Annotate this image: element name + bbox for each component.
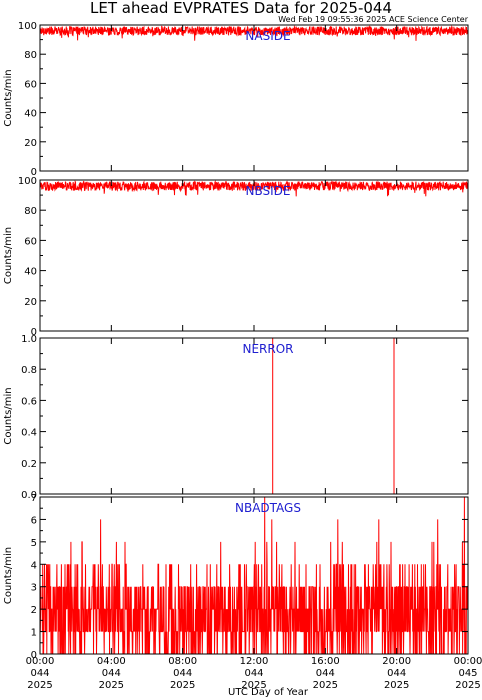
y-tick-label: 4 [31,560,37,571]
x-tick-label: 044 [173,668,192,679]
x-tick-label: 2025 [241,680,266,691]
x-tick-label: 04:00 [97,656,126,667]
y-axis-label: Counts/min [3,227,14,284]
x-tick-label: 044 [316,668,335,679]
x-tick-label: 00:00 [26,656,55,667]
y-tick-label: 0.6 [21,396,37,407]
x-tick-label: 044 [387,668,406,679]
panel-frame [39,179,469,332]
y-tick-label: 60 [24,79,37,90]
x-tick-label: 044 [30,668,49,679]
y-tick-label: 1.0 [21,334,37,345]
y-axis-label: Counts/min [3,69,14,126]
y-tick-label: 0 [31,167,37,178]
panel-label: NERROR [242,342,293,356]
x-tick-label: 2025 [313,680,338,691]
y-tick-label: 20 [24,138,37,149]
x-axis-label: UTC Day of Year [228,687,309,698]
x-tick-label: 00:00 [454,656,482,667]
panel-frame [39,337,469,495]
y-tick-label: 80 [24,50,37,61]
panel-nbadtags: 0 1 2 3 4 5 6 7 Counts/min NBADTAGS [3,493,469,661]
y-tick-label: 5 [31,538,37,549]
x-tick-label: 2025 [27,680,52,691]
panel-label: NBSIDE [246,184,291,198]
y-tick-label: 7 [31,493,37,504]
x-tick-label: 08:00 [168,656,197,667]
x-tick-label: 045 [458,668,477,679]
x-axis: 00:00044202504:00044202508:00044202512:0… [26,656,482,691]
series-line-nerror [40,338,468,495]
y-tick-label: 60 [24,236,37,247]
y-tick-label: 100 [18,176,37,187]
y-tick-label: 0.0 [21,490,37,501]
panel-label: NASIDE [245,29,290,43]
x-tick-label: 2025 [455,680,480,691]
x-tick-label: 20:00 [382,656,411,667]
series-line-nbadtags [39,496,469,655]
panel-nbside: 0 20 40 60 80 100 Counts/min NBSIDE [3,176,469,338]
x-tick-label: 2025 [170,680,195,691]
panel-naside: 0 20 40 60 80 100 Counts/min NASIDE [3,21,469,178]
panel-nerror: 0.0 0.2 0.4 0.6 0.8 1.0 Counts/min NERROR [3,334,469,501]
x-tick-label: 2025 [384,680,409,691]
panel-frame [39,24,469,172]
y-tick-label: 2 [31,605,37,616]
x-tick-label: 12:00 [240,656,269,667]
x-tick-label: 16:00 [311,656,340,667]
y-tick-label: 3 [31,583,37,594]
x-tick-label: 2025 [99,680,124,691]
y-tick-label: 20 [24,297,37,308]
panels: 020406080100Counts/minNASIDE020406080100… [3,21,469,661]
panel-label: NBADTAGS [235,501,301,515]
y-tick-label: 1 [31,628,37,639]
y-tick-label: 0 [31,650,37,661]
y-axis-label: Counts/min [3,547,14,604]
y-axis-label: Counts/min [3,387,14,444]
y-tick-label: 40 [24,109,37,120]
y-tick-label: 0.2 [21,459,37,470]
y-tick-label: 0 [31,327,37,338]
y-tick-label: 0.8 [21,365,37,376]
y-tick-label: 100 [18,21,37,32]
y-tick-label: 0.4 [21,428,37,439]
x-tick-label: 044 [102,668,121,679]
x-tick-label: 044 [244,668,263,679]
chart-title: LET ahead EVPRATES Data for 2025-044 [90,0,392,17]
y-tick-label: 80 [24,206,37,217]
y-tick-label: 40 [24,267,37,278]
timestamp-label: Wed Feb 19 09:55:36 2025 ACE Science Cen… [278,15,468,24]
y-tick-label: 6 [31,515,37,526]
